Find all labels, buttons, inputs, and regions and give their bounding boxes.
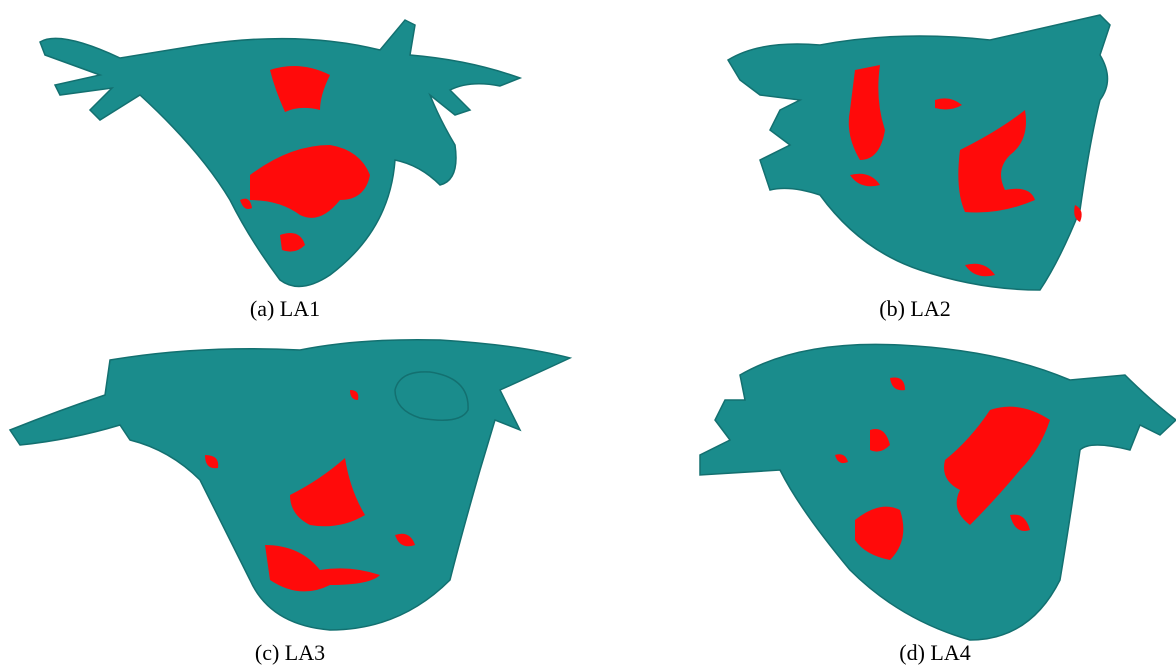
figure: (a) LA1 (b) LA2 (c) LA3 (d) LA4 [0, 0, 1176, 670]
atrium-render-b [728, 15, 1110, 290]
atrium-render-a [40, 20, 520, 286]
caption: (a) LA1 [250, 296, 320, 322]
renderings [0, 0, 1176, 670]
caption: (d) LA4 [899, 640, 970, 666]
atrium-render-d [700, 344, 1176, 640]
atrium-render-c [10, 340, 570, 630]
caption: (b) LA2 [879, 296, 950, 322]
caption: (c) LA3 [255, 640, 325, 666]
